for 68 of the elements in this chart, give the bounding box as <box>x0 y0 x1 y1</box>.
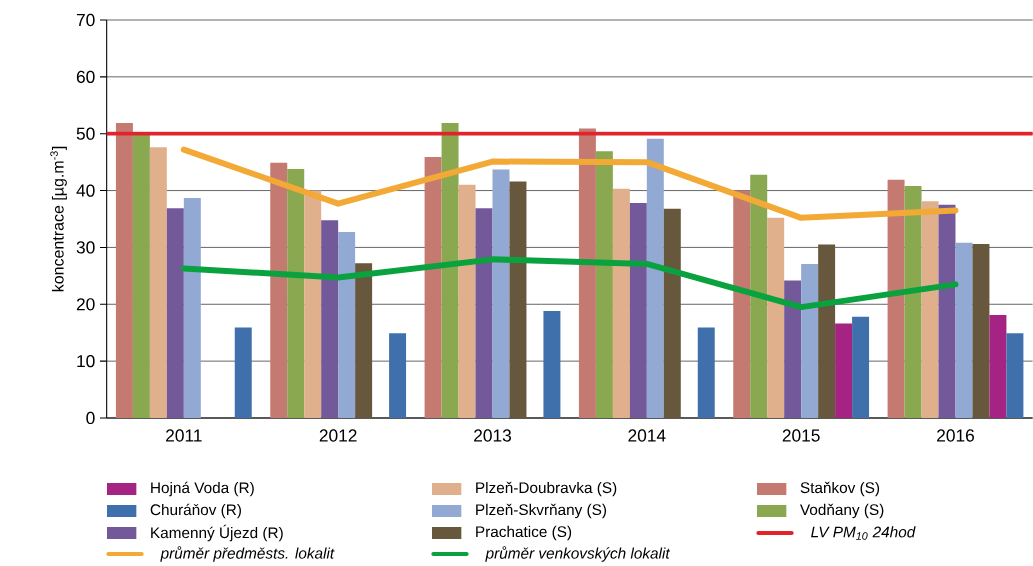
bar <box>733 190 751 418</box>
bar <box>835 323 853 418</box>
bar <box>492 169 510 418</box>
x-tick-label: 2015 <box>782 429 820 442</box>
legend-label: Plzeň-Doubravka (S) <box>476 481 617 497</box>
y-tick-label: 20 <box>76 298 95 311</box>
bar <box>183 197 201 418</box>
bar <box>321 220 339 418</box>
bar <box>166 208 184 418</box>
bar <box>818 244 836 418</box>
y-tick-label: 30 <box>76 241 95 254</box>
bar <box>887 179 905 418</box>
legend-label: Plzeň-Skvrňany (S) <box>476 503 607 519</box>
bar <box>612 188 630 418</box>
bar <box>750 174 768 418</box>
x-tick-label: 2014 <box>628 429 666 442</box>
legend-label: Kamenný Újezd (R) <box>151 524 283 542</box>
bar <box>767 217 785 418</box>
bar <box>509 181 527 418</box>
legend-label: LV PM$_{10}$ 24hod <box>811 526 916 540</box>
bar <box>595 151 613 418</box>
legend-label: průměr venkovských lokalit <box>485 546 671 562</box>
y-tick-label: 10 <box>77 354 95 368</box>
bar <box>270 162 288 418</box>
bar <box>304 190 322 418</box>
bar <box>646 138 664 418</box>
bar <box>629 203 647 418</box>
x-tick-label: 2012 <box>319 429 357 442</box>
bar <box>338 232 356 418</box>
legend-label: Churáňov (R) <box>150 503 241 519</box>
y-axis-title: koncentrace [µg.m$^{-3}$] <box>50 146 67 292</box>
x-tick-label: 2016 <box>937 429 975 442</box>
bar <box>424 157 442 418</box>
legend-label: Staňkov (S) <box>800 481 880 497</box>
legend-label: Vodňany (S) <box>800 503 884 519</box>
bar <box>801 263 819 418</box>
legend-label: Hojná Voda (R) <box>151 481 254 497</box>
bar <box>389 333 407 418</box>
y-tick-label: 50 <box>76 127 95 140</box>
y-tick-label: 60 <box>76 70 95 83</box>
y-tick-label: 70 <box>76 13 95 27</box>
bar <box>234 327 252 418</box>
legend-label: Prachatice (S) <box>476 525 572 541</box>
bar <box>972 244 990 418</box>
bar <box>355 263 373 418</box>
bar <box>989 315 1007 418</box>
x-tick-label: 2013 <box>474 429 512 442</box>
bar <box>784 280 802 418</box>
bar <box>904 186 922 418</box>
bar <box>921 201 939 418</box>
bar <box>543 311 561 418</box>
y-tick-label: 40 <box>76 184 95 197</box>
bar <box>441 122 459 418</box>
bar <box>458 184 476 418</box>
bar <box>132 134 150 418</box>
bar <box>1006 333 1024 418</box>
bar <box>663 208 681 418</box>
bar <box>852 316 870 418</box>
bar <box>578 128 596 418</box>
bar <box>475 208 493 418</box>
bar <box>287 168 305 418</box>
bar <box>697 327 715 418</box>
legend-label: průměr předměsts. lokalit <box>160 546 335 562</box>
bar <box>955 242 973 418</box>
bar <box>115 122 133 418</box>
bar <box>149 147 167 418</box>
x-tick-label: 2011 <box>166 429 202 442</box>
y-tick-label: 0 <box>86 411 95 425</box>
